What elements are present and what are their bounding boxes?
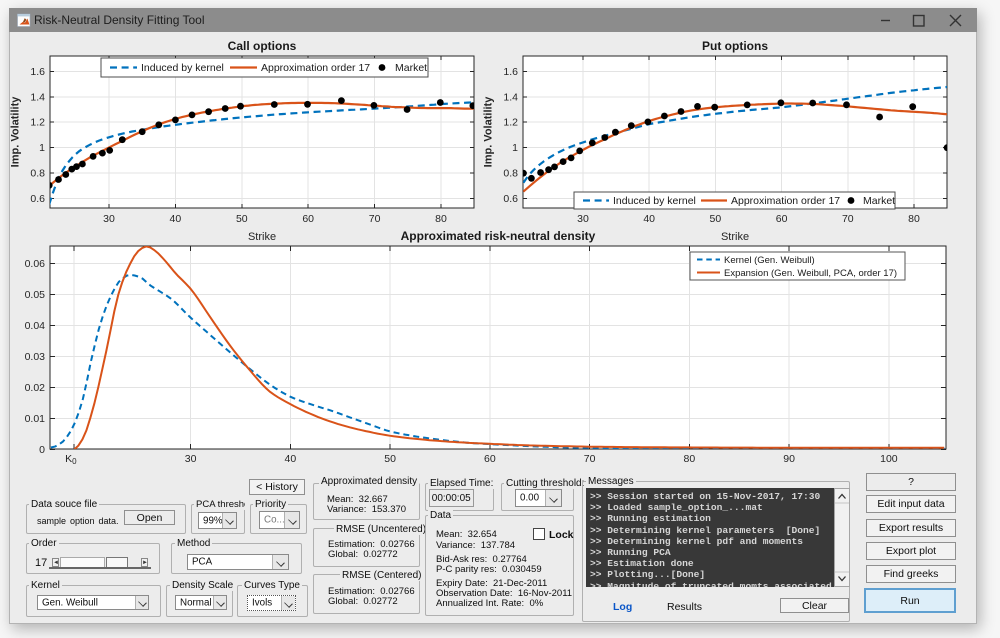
svg-text:40: 40 [643,213,655,225]
svg-text:1.2: 1.2 [503,117,518,129]
svg-text:1: 1 [39,142,45,154]
svg-text:60: 60 [302,213,314,225]
svg-text:Kernel (Gen. Weibull): Kernel (Gen. Weibull) [724,255,815,266]
svg-text:1: 1 [512,142,518,154]
svg-text:0.06: 0.06 [25,258,46,270]
svg-text:0.01: 0.01 [25,413,46,425]
svg-text:1.2: 1.2 [30,117,45,129]
svg-text:0.8: 0.8 [503,168,518,180]
svg-text:80: 80 [435,213,447,225]
svg-text:Induced by kernel: Induced by kernel [613,195,696,207]
svg-text:0.04: 0.04 [25,320,46,332]
svg-text:0.6: 0.6 [503,193,518,205]
svg-text:50: 50 [384,453,396,465]
svg-text:Call options: Call options [228,39,297,53]
svg-text:1.4: 1.4 [503,91,518,103]
svg-text:60: 60 [484,453,496,465]
svg-text:70: 70 [369,213,381,225]
svg-text:0.8: 0.8 [30,168,45,180]
svg-text:0.02: 0.02 [25,382,46,394]
svg-text:40: 40 [285,453,297,465]
svg-text:30: 30 [103,213,115,225]
svg-text:1.6: 1.6 [30,66,45,78]
svg-text:Strike: Strike [721,231,749,243]
svg-text:100: 100 [880,453,898,465]
svg-text:70: 70 [842,213,854,225]
svg-text:0: 0 [39,444,45,456]
svg-text:50: 50 [236,213,248,225]
svg-text:1.6: 1.6 [503,66,518,78]
svg-text:1.4: 1.4 [30,91,45,103]
svg-text:0.03: 0.03 [25,351,46,363]
svg-text:90: 90 [783,453,795,465]
svg-text:Approximation order 17: Approximation order 17 [261,62,370,74]
svg-text:Strike: Strike [248,231,276,243]
svg-text:K0: K0 [65,453,77,466]
svg-text:Market: Market [863,195,895,207]
svg-text:50: 50 [710,213,722,225]
svg-text:30: 30 [577,213,589,225]
svg-text:Approximation order 17: Approximation order 17 [731,195,840,207]
svg-text:Induced by kernel: Induced by kernel [141,62,224,74]
svg-text:Put options: Put options [702,39,768,53]
svg-text:70: 70 [584,453,596,465]
svg-text:40: 40 [170,213,182,225]
svg-text:Imp. Volatility: Imp. Volatility [483,96,495,168]
svg-text:Market: Market [395,62,427,74]
svg-text:30: 30 [185,453,197,465]
svg-text:80: 80 [908,213,920,225]
svg-text:Approximated risk-neutral dens: Approximated risk-neutral density [401,229,596,243]
svg-text:0.05: 0.05 [25,289,46,301]
svg-text:Imp. Volatility: Imp. Volatility [10,96,22,168]
svg-text:Expansion (Gen. Weibull, PCA,: Expansion (Gen. Weibull, PCA, order 17) [724,268,897,279]
svg-text:80: 80 [684,453,696,465]
svg-text:60: 60 [776,213,788,225]
svg-text:0.6: 0.6 [30,193,45,205]
